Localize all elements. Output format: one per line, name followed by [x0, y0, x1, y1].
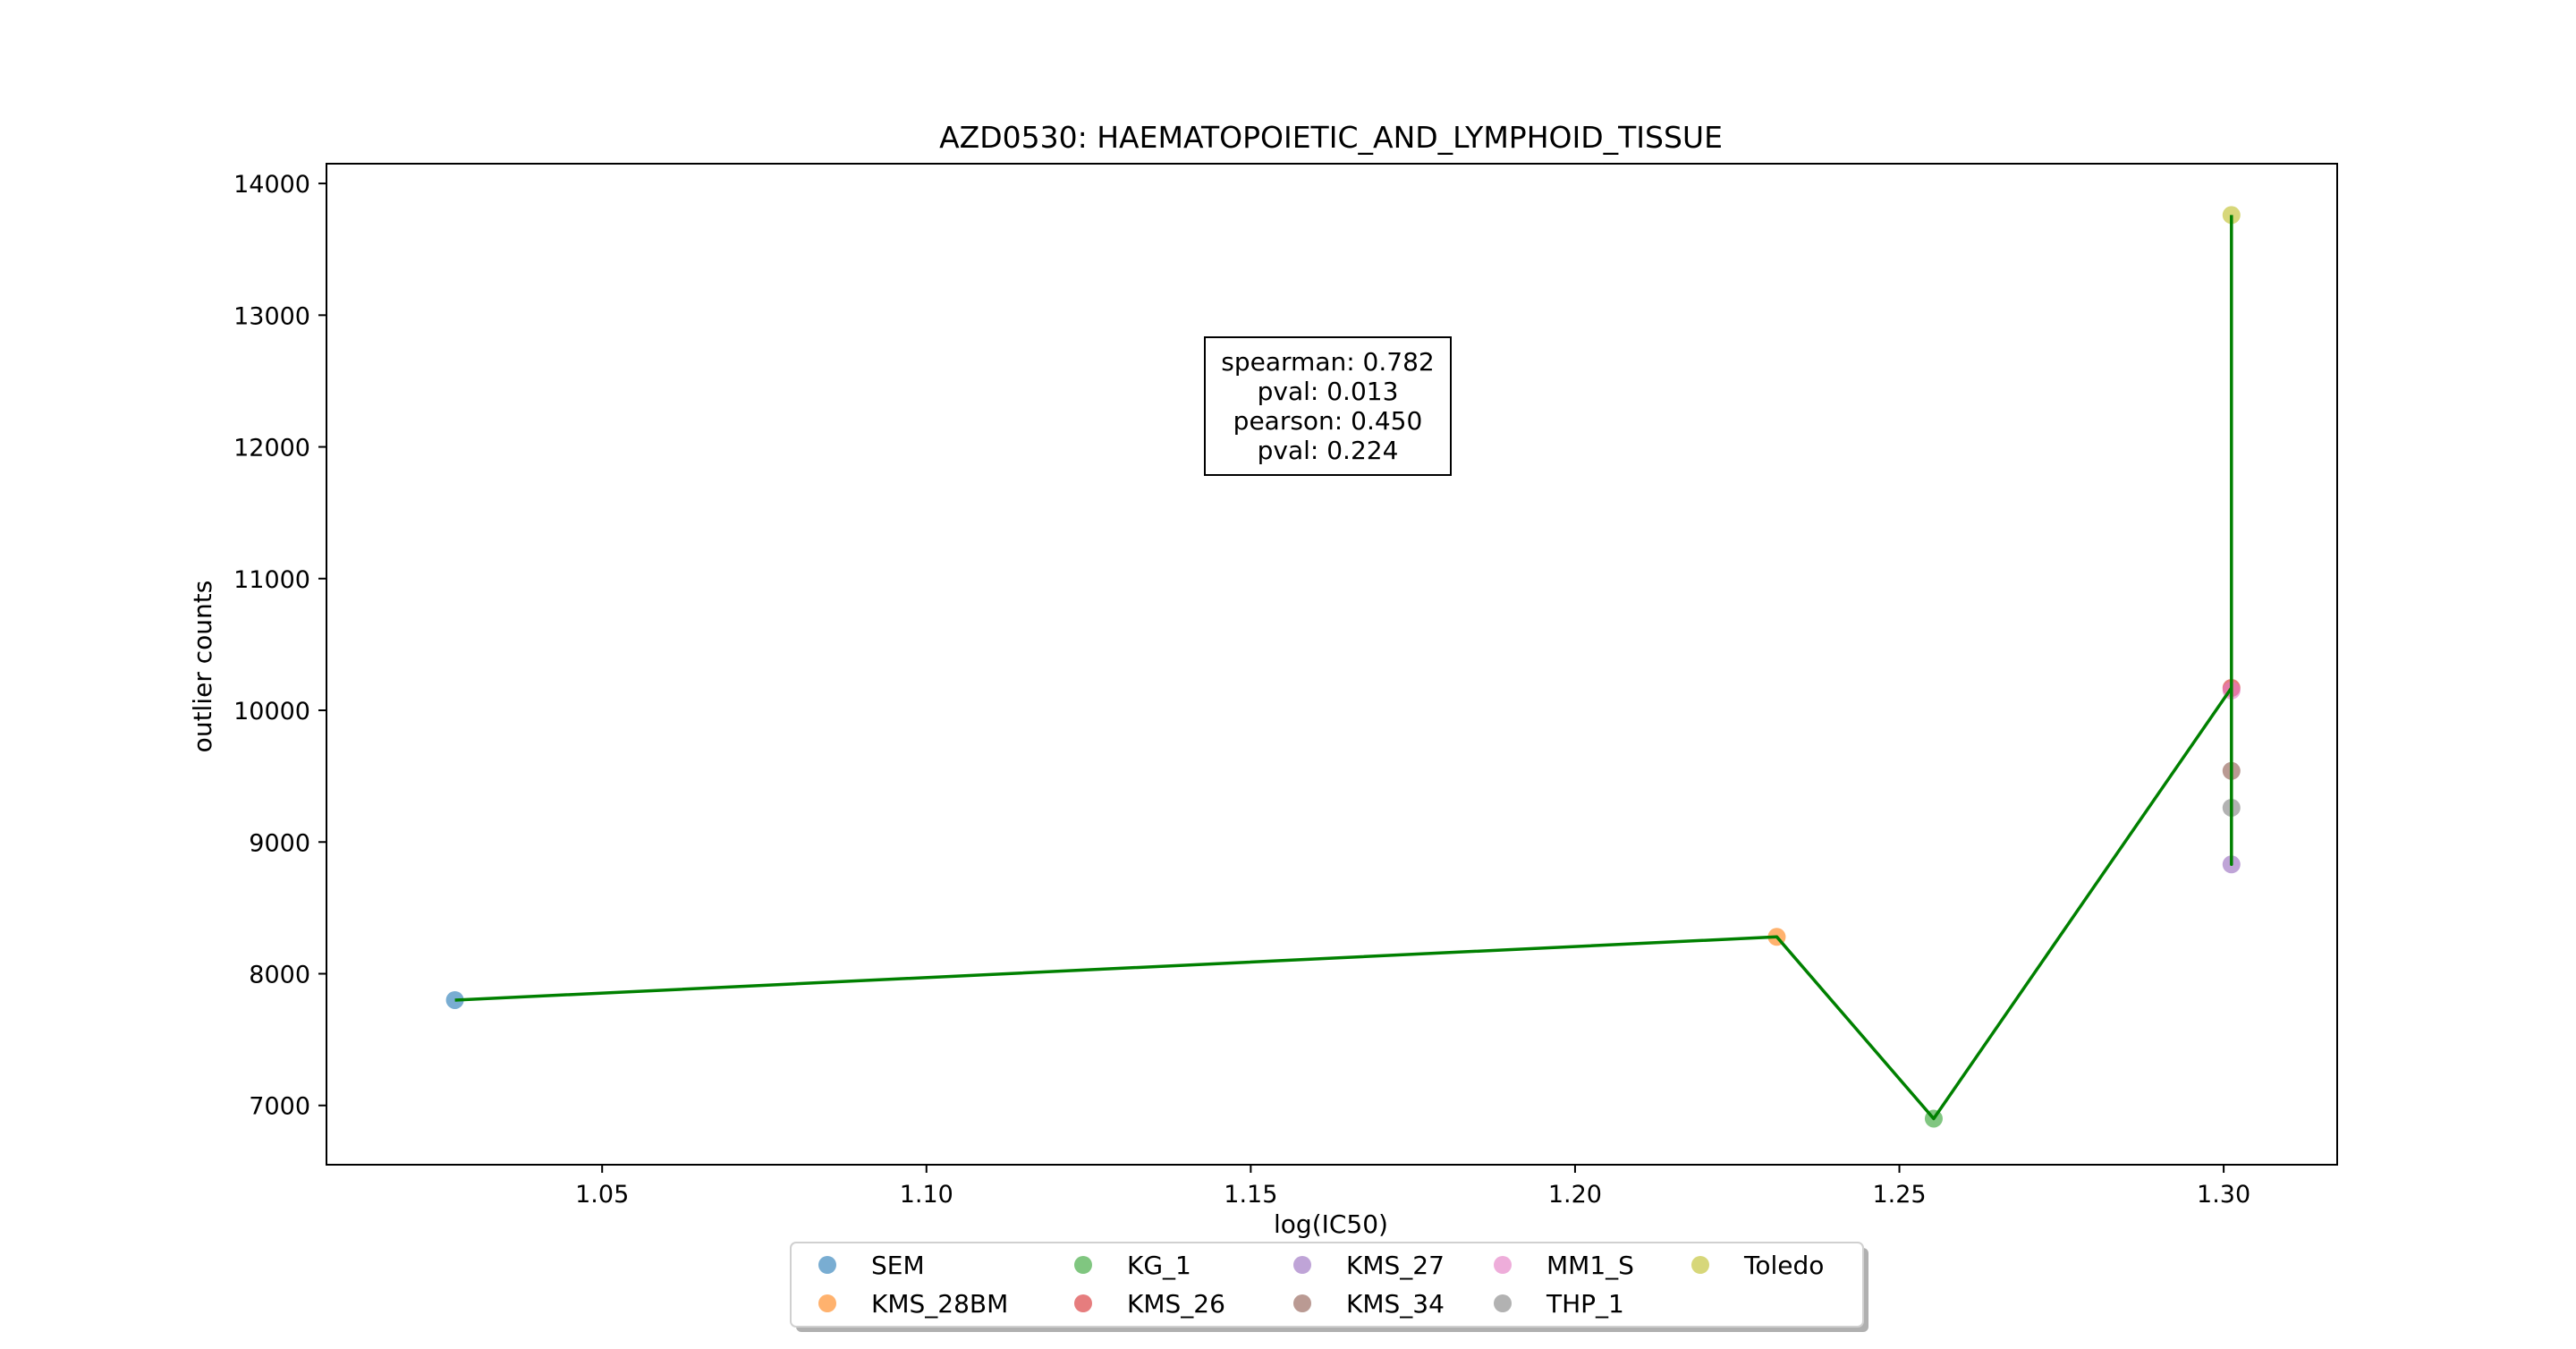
stats-box — [1204, 336, 1452, 476]
x-tick-label: 1.10 — [900, 1181, 953, 1209]
legend-label: MM1_S — [1546, 1251, 1634, 1280]
legend-marker-kms-34 — [1293, 1294, 1311, 1312]
stats-line: pval: 0.224 — [1258, 436, 1399, 465]
legend-label: SEM — [871, 1251, 925, 1280]
x-axis-label: log(IC50) — [1274, 1209, 1388, 1239]
chart-title: AZD0530: HAEMATOPOIETIC_AND_LYMPHOID_TIS… — [939, 120, 1723, 155]
x-tick-label: 1.20 — [1548, 1181, 1602, 1209]
legend-label: KMS_28BM — [871, 1289, 1008, 1319]
trend-line — [454, 215, 2233, 1121]
legend-label: KMS_27 — [1346, 1251, 1445, 1280]
legend-label: Toledo — [1743, 1251, 1824, 1280]
legend-marker-thp-1 — [1494, 1294, 1512, 1312]
point-sem — [445, 990, 464, 1009]
legend-label: THP_1 — [1546, 1289, 1624, 1319]
x-tick-label: 1.15 — [1224, 1181, 1277, 1209]
y-tick-label: 13000 — [233, 302, 310, 330]
plot-frame — [326, 163, 2338, 1166]
legend-marker-mm1-s — [1494, 1256, 1512, 1274]
legend-marker-sem — [818, 1256, 836, 1274]
legend-marker-kms-26 — [1074, 1294, 1092, 1312]
y-tick-label: 8000 — [249, 962, 310, 989]
y-axis-label: outlier counts — [188, 581, 217, 753]
legend-marker-kg-1 — [1074, 1256, 1092, 1274]
x-tick-label: 1.30 — [2197, 1181, 2250, 1209]
stats-line: pval: 0.013 — [1258, 377, 1399, 406]
legend-marker-kms-27 — [1293, 1256, 1311, 1274]
legend-box — [790, 1242, 1864, 1328]
legend-marker-kms-28bm — [818, 1294, 836, 1312]
y-tick-label: 11000 — [233, 566, 310, 594]
legend-label: KMS_34 — [1346, 1289, 1445, 1319]
x-tick-label: 1.25 — [1872, 1181, 1926, 1209]
legend-label: KMS_26 — [1127, 1289, 1225, 1319]
y-tick-label: 9000 — [249, 829, 310, 857]
y-tick-label: 10000 — [233, 698, 310, 725]
legend-label: KG_1 — [1127, 1251, 1191, 1280]
plot-area: 1.05 1.10 1.15 1.20 1.25 1.30 7000 8000 9000 1000… — [233, 163, 2338, 1209]
y-tick-label: 12000 — [233, 435, 310, 462]
y-tick-label: 14000 — [233, 171, 310, 199]
x-tick-label: 1.05 — [575, 1181, 629, 1209]
legend-marker-toledo — [1691, 1256, 1709, 1274]
stats-line: pearson: 0.450 — [1233, 406, 1423, 436]
stats-line: spearman: 0.782 — [1221, 347, 1434, 377]
legend: SEM KMS_28BM KG_1 KMS_26 KMS_27 KMS_34 MM1_S TH… — [790, 1242, 1868, 1332]
y-tick-label: 7000 — [249, 1093, 310, 1121]
